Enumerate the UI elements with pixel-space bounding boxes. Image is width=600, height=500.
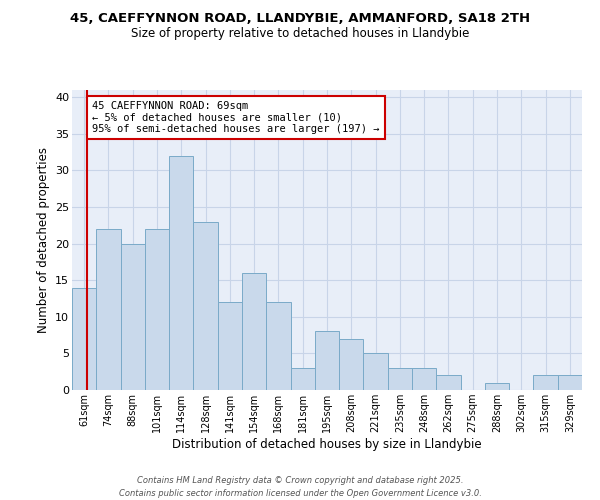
Bar xyxy=(218,302,242,390)
Bar xyxy=(485,382,509,390)
Text: Contains HM Land Registry data © Crown copyright and database right 2025.
Contai: Contains HM Land Registry data © Crown c… xyxy=(119,476,481,498)
Bar xyxy=(436,376,461,390)
Bar xyxy=(193,222,218,390)
Bar xyxy=(96,229,121,390)
X-axis label: Distribution of detached houses by size in Llandybie: Distribution of detached houses by size … xyxy=(172,438,482,451)
Bar xyxy=(388,368,412,390)
Bar xyxy=(121,244,145,390)
Bar xyxy=(169,156,193,390)
Bar xyxy=(72,288,96,390)
Y-axis label: Number of detached properties: Number of detached properties xyxy=(37,147,50,333)
Bar xyxy=(242,273,266,390)
Text: 45 CAEFFYNNON ROAD: 69sqm
← 5% of detached houses are smaller (10)
95% of semi-d: 45 CAEFFYNNON ROAD: 69sqm ← 5% of detach… xyxy=(92,101,379,134)
Bar xyxy=(533,376,558,390)
Text: 45, CAEFFYNNON ROAD, LLANDYBIE, AMMANFORD, SA18 2TH: 45, CAEFFYNNON ROAD, LLANDYBIE, AMMANFOR… xyxy=(70,12,530,26)
Bar xyxy=(364,354,388,390)
Bar xyxy=(558,376,582,390)
Bar xyxy=(290,368,315,390)
Bar xyxy=(145,229,169,390)
Bar xyxy=(412,368,436,390)
Text: Size of property relative to detached houses in Llandybie: Size of property relative to detached ho… xyxy=(131,28,469,40)
Bar xyxy=(315,332,339,390)
Bar xyxy=(266,302,290,390)
Bar xyxy=(339,339,364,390)
